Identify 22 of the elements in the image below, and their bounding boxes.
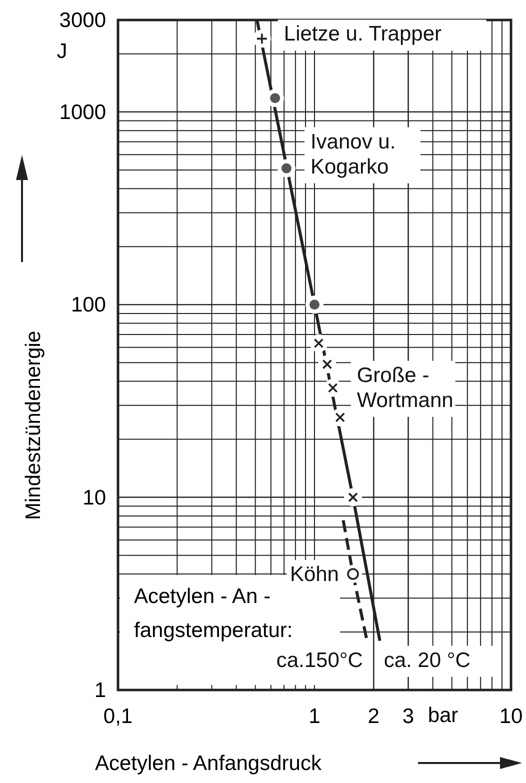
text: bar — [428, 704, 458, 727]
x-tick-label: 3 — [402, 705, 414, 728]
y-tick-label: 1 — [94, 679, 106, 702]
annotation: fangstemperatur: — [134, 619, 293, 642]
x-tick-label: 1 — [308, 705, 320, 728]
series-label: ca. 20 °C — [384, 648, 470, 672]
annotation: Acetylen - An - — [134, 585, 271, 608]
y-tick-label: 100 — [70, 294, 106, 317]
x-tick-label: 10 — [499, 705, 523, 728]
y-axis-title: Mindestzündenergie — [22, 330, 45, 520]
x-tick-label: 2 — [368, 705, 380, 728]
y-tick-label: 10 — [82, 486, 106, 510]
y-tick-label: 3000 — [59, 9, 106, 32]
x-tick-label: 0,1 — [103, 705, 133, 728]
text: J — [56, 40, 68, 63]
series-label: Köhn — [290, 562, 339, 586]
y-tick-label: 1000 — [59, 100, 106, 124]
series-label: Lietze u. Trapper — [284, 22, 442, 46]
x-axis-title: Acetylen - Anfangsdruck — [95, 752, 322, 775]
series-label: ca.150°C — [276, 648, 363, 672]
series-label: Große - Wortmann — [356, 364, 454, 412]
series-label: Ivanov u. Kogarko — [310, 130, 396, 178]
